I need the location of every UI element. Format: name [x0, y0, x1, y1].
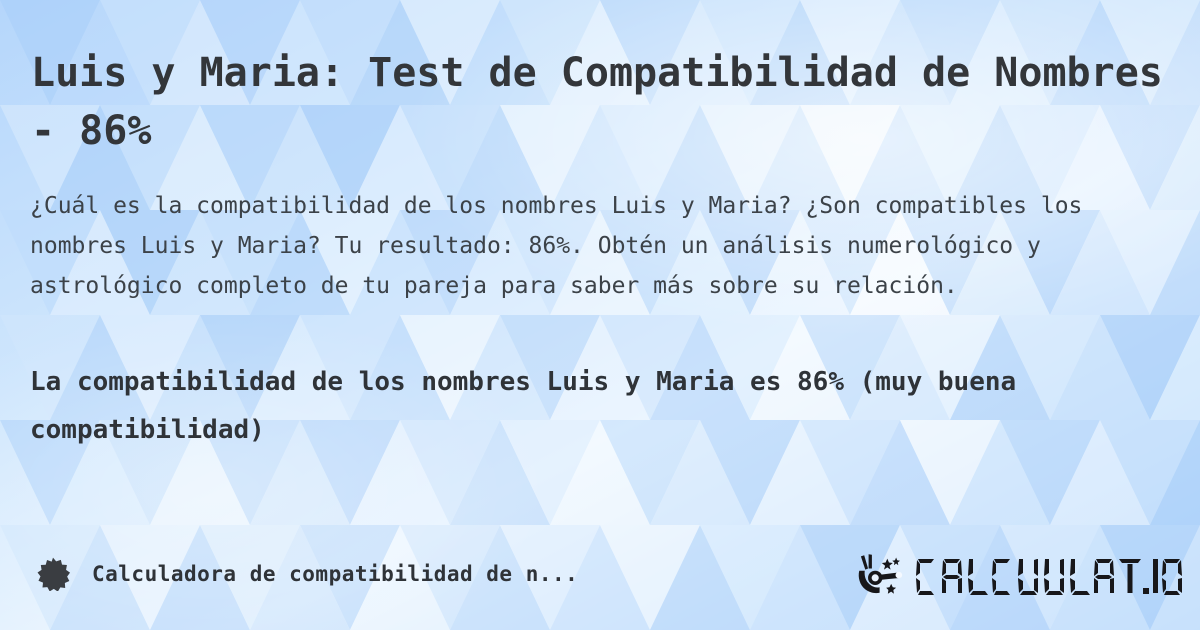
- card-footer: Calculadora de compatibilidad de n...: [0, 548, 1200, 600]
- starburst-badge-icon: [37, 557, 70, 591]
- footer-calculator-label: Calculadora de compatibilidad de n...: [92, 562, 579, 586]
- compatibility-verdict: La compatibilidad de los nombres Luis y …: [30, 367, 1017, 445]
- hand-magic-wand-icon: [858, 554, 903, 594]
- brand-logo[interactable]: [856, 551, 1182, 597]
- page-title: Luis y Maria: Test de Compatibilidad de …: [31, 50, 1163, 154]
- page-description: ¿Cuál es la compatibilidad de los nombre…: [30, 193, 1083, 299]
- brand-wordmark: [914, 552, 1182, 596]
